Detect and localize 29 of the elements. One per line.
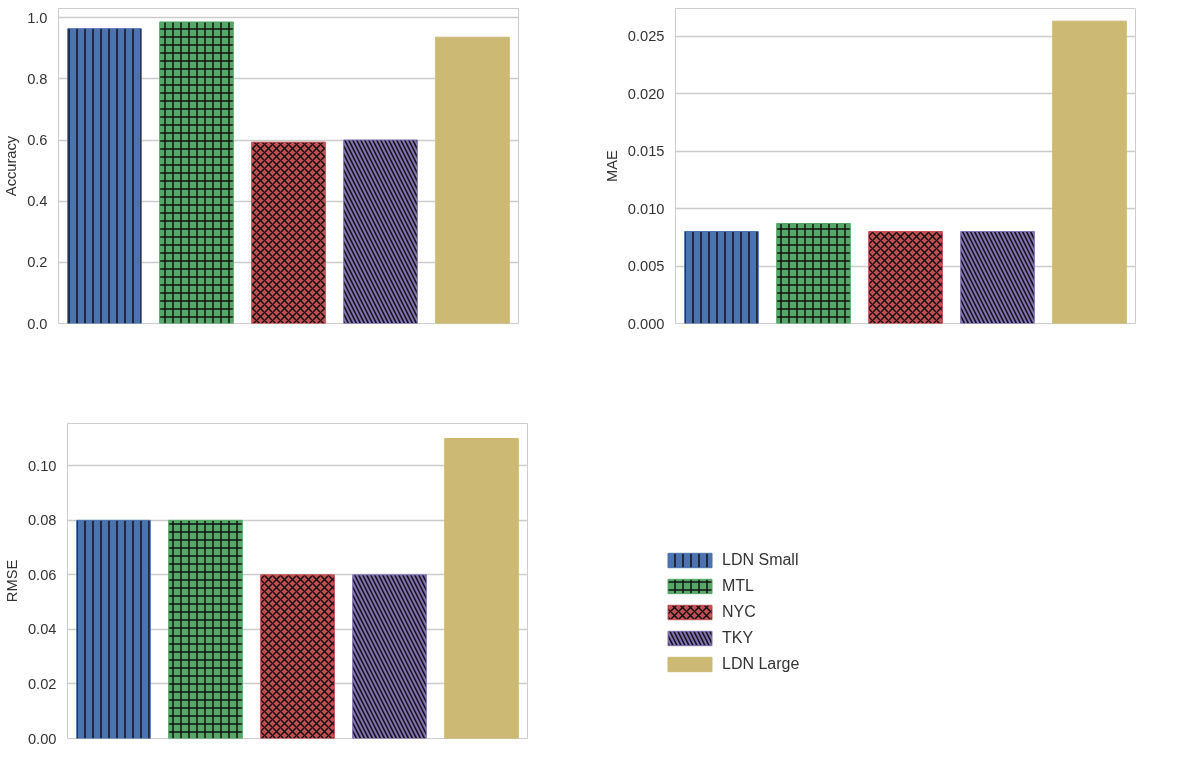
y-axis-title: MAE	[603, 149, 620, 182]
y-tick-label: 0.005	[627, 258, 665, 275]
y-tick-label: 0.010	[627, 200, 665, 217]
legend-label: NYC	[722, 603, 756, 621]
y-axis-title: RMSE	[3, 559, 20, 603]
legend-label: TKY	[722, 629, 754, 647]
y-tick-label: 0.2	[27, 254, 48, 271]
y-tick-label: 0.02	[27, 675, 57, 692]
y-tick-label: 0.6	[27, 132, 48, 148]
y-tick-label: 0.015	[627, 143, 665, 160]
y-tick-label: 0.4	[27, 193, 48, 210]
y-tick-label: 0.025	[627, 28, 665, 45]
y-tick-label: 0.00	[27, 730, 57, 747]
legend-label: LDN Small	[722, 551, 799, 569]
y-tick-label: 0.000	[627, 315, 665, 332]
y-tick-label: 0.08	[27, 512, 57, 529]
bar	[1052, 20, 1127, 324]
y-tick-label: 0.04	[27, 621, 57, 638]
y-tick-label: 0.020	[627, 85, 665, 102]
y-tick-label: 1.0	[27, 9, 48, 26]
y-tick-label: 0.10	[27, 457, 57, 474]
bar	[435, 36, 510, 324]
y-tick-label: 0.06	[27, 566, 57, 583]
legend-label: MTL	[722, 577, 754, 595]
legend-label: LDN Large	[722, 655, 800, 673]
bar	[444, 438, 519, 739]
y-axis-title: Accuracy	[3, 135, 20, 197]
y-tick-label: 0.8	[27, 70, 48, 87]
y-tick-label: 0.0	[27, 315, 48, 332]
